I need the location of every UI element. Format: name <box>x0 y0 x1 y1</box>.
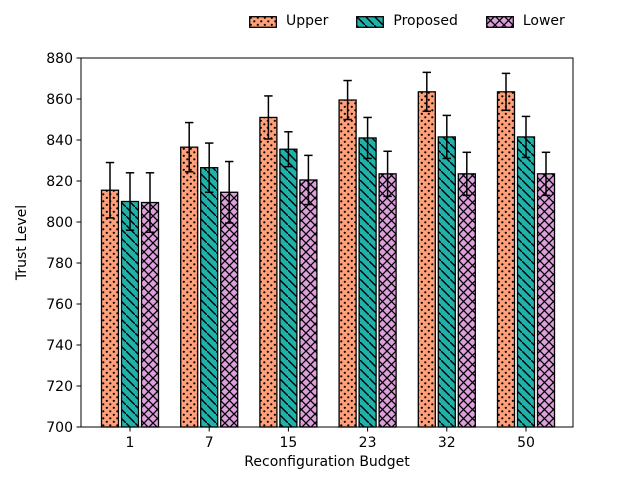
bar-lower-50 <box>536 173 556 428</box>
legend-item-proposed: Proposed <box>356 13 458 29</box>
legend-label-upper: Upper <box>286 13 329 29</box>
y-tick-label: 820 <box>46 174 73 190</box>
x-tick-label: 32 <box>438 435 456 451</box>
bar-lower-1 <box>140 201 160 428</box>
error-bar-proposed-15 <box>284 131 293 168</box>
error-bar-upper-23 <box>343 79 352 121</box>
y-tick-label: 860 <box>46 92 73 108</box>
axes-layer: 700 720 740 760 780 800 820 840 860 880 1 7 15 23 32 50 <box>46 51 574 451</box>
error-bar-lower-7 <box>225 160 234 224</box>
bar-proposed-32 <box>437 136 456 428</box>
error-bar-lower-1 <box>145 172 155 233</box>
error-bar-proposed-7 <box>205 142 214 194</box>
bar-upper-50 <box>496 91 516 428</box>
legend-swatch-lower-icon <box>485 15 514 28</box>
x-tick-label: 15 <box>279 435 297 451</box>
y-tick-label: 720 <box>46 379 73 395</box>
y-tick-label: 760 <box>46 297 73 313</box>
error-bar-upper-50 <box>501 72 511 112</box>
bar-lower-7 <box>220 191 239 428</box>
error-bar-lower-50 <box>541 151 551 197</box>
legend-item-lower: Lower <box>485 13 565 29</box>
y-tick-label: 840 <box>46 133 73 149</box>
bar-lower-23 <box>378 173 397 428</box>
error-bar-upper-32 <box>422 71 431 113</box>
error-bar-upper-1 <box>105 161 115 219</box>
error-bar-upper-15 <box>264 95 273 140</box>
y-tick-label: 780 <box>46 256 73 272</box>
y-axis-label: Trust Level <box>14 205 30 281</box>
error-bar-proposed-32 <box>442 114 451 160</box>
bar-proposed-23 <box>358 137 377 428</box>
x-tick-label: 50 <box>517 435 535 451</box>
legend-swatch-upper-icon <box>249 15 277 28</box>
bar-upper-7 <box>180 146 199 428</box>
bar-proposed-15 <box>279 148 298 428</box>
bar-lower-15 <box>299 179 318 428</box>
bar-proposed-7 <box>200 167 219 428</box>
y-tick-label: 880 <box>46 51 73 67</box>
error-bar-lower-15 <box>304 154 313 206</box>
x-tick-label: 7 <box>205 435 214 451</box>
y-tick-label: 700 <box>46 420 73 436</box>
legend-item-upper: Upper <box>249 13 329 29</box>
error-bar-proposed-1 <box>125 172 135 231</box>
bar-lower-32 <box>457 173 476 428</box>
bar-upper-1 <box>100 189 120 428</box>
x-tick-label: 23 <box>359 435 377 451</box>
y-tick-label: 740 <box>46 338 73 354</box>
error-bar-lower-23 <box>383 150 392 198</box>
x-tick-label: 1 <box>126 435 135 451</box>
bar-proposed-50 <box>516 136 536 428</box>
y-tick-label: 800 <box>46 215 73 231</box>
x-axis-label: Reconfiguration Budget <box>244 454 410 470</box>
bar-upper-15 <box>259 116 278 428</box>
bar-upper-32 <box>417 91 436 428</box>
error-bar-upper-7 <box>185 121 194 173</box>
legend: Upper Proposed Lower <box>249 13 565 29</box>
error-bar-proposed-50 <box>521 115 531 159</box>
legend-label-proposed: Proposed <box>393 13 458 29</box>
error-bar-proposed-23 <box>363 116 372 160</box>
bar-upper-23 <box>338 99 357 428</box>
error-bar-lower-32 <box>462 151 471 197</box>
legend-swatch-proposed-icon <box>356 15 385 28</box>
plot-frame <box>80 57 574 428</box>
bars-layer <box>100 71 556 428</box>
legend-label-lower: Lower <box>522 13 565 29</box>
bar-proposed-1 <box>120 200 140 428</box>
